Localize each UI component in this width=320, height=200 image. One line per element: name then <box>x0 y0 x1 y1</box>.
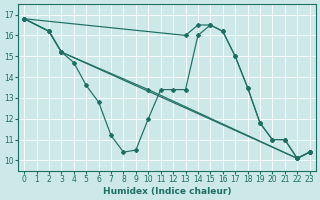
X-axis label: Humidex (Indice chaleur): Humidex (Indice chaleur) <box>103 187 231 196</box>
